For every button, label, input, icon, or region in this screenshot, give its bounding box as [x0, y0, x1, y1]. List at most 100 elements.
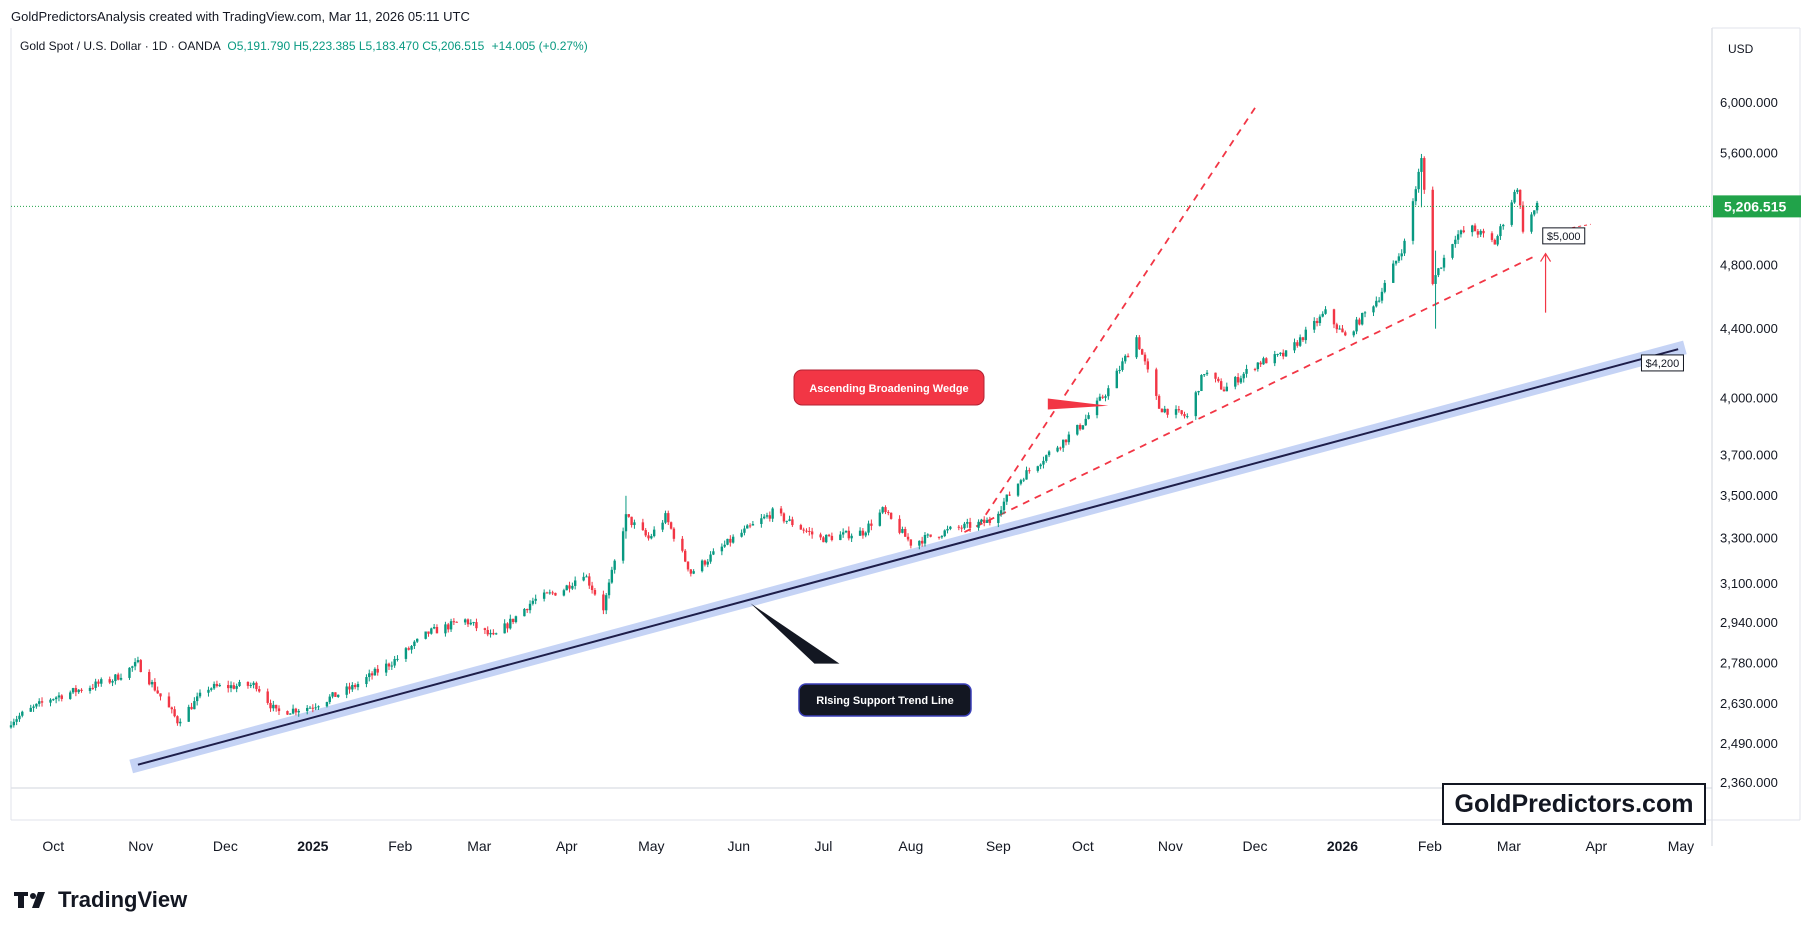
candles — [9, 153, 1539, 729]
candle-body — [413, 641, 416, 647]
x-tick-label: Mar — [1497, 838, 1521, 854]
wedge-lower-line[interactable] — [964, 254, 1538, 533]
candle-body — [1355, 319, 1358, 332]
candle-body — [605, 595, 608, 611]
candle-body — [528, 603, 532, 611]
candle-body — [1118, 369, 1121, 371]
candle-body — [1183, 414, 1186, 417]
candle-body — [1067, 434, 1071, 443]
candle-body — [91, 687, 95, 689]
candle-body — [861, 530, 865, 536]
candle-body — [176, 716, 179, 724]
candle-body — [830, 535, 834, 541]
candle-body — [627, 514, 630, 517]
candle-body — [308, 707, 312, 709]
candle-body — [1076, 424, 1079, 435]
candle-body — [193, 701, 196, 710]
price-label-box[interactable] — [1640, 354, 1684, 372]
candle-body — [889, 512, 893, 519]
candle-body — [1471, 225, 1474, 233]
candle-body — [1016, 483, 1020, 496]
candle-body — [782, 513, 786, 522]
candle-body — [723, 544, 726, 547]
support-callout-pointer — [750, 603, 840, 664]
wedge-callout-text: Ascending Broadening Wedge — [809, 383, 968, 395]
candle-body — [1490, 233, 1494, 240]
candle-body — [1521, 205, 1525, 232]
y-tick-label: 4,800.000 — [1720, 258, 1778, 273]
candle-body — [1039, 464, 1042, 467]
candle-body — [94, 681, 97, 688]
candle-body — [568, 585, 571, 589]
candle-body — [291, 708, 295, 714]
y-tick-label: 3,100.000 — [1720, 576, 1778, 591]
support-trend-line[interactable] — [137, 348, 1679, 766]
candle-body — [1372, 306, 1375, 313]
x-tick-label: Dec — [213, 838, 238, 854]
candle-body — [449, 621, 453, 630]
candle-body — [1155, 369, 1158, 396]
candle-body — [139, 660, 142, 673]
candle-body — [743, 528, 746, 533]
candle-body — [475, 622, 478, 629]
candle-body — [71, 688, 75, 693]
candle-body — [686, 561, 690, 570]
symbol-legend[interactable]: Gold Spot / U.S. Dollar · 1D · OANDA O5,… — [20, 39, 588, 53]
candle-body — [1420, 158, 1423, 172]
candle-body — [77, 689, 80, 693]
wedge-upper-line[interactable] — [977, 107, 1256, 527]
tradingview-logo[interactable]: TradingView — [14, 887, 187, 913]
candle-body — [210, 688, 213, 690]
candle-body — [212, 683, 216, 689]
candle-body — [74, 688, 78, 693]
wedge-callout[interactable] — [793, 369, 985, 406]
candle-body — [667, 513, 670, 523]
candle-body — [404, 648, 408, 659]
candle-body — [509, 618, 512, 629]
y-tick-label: 2,780.000 — [1720, 656, 1778, 671]
candle-body — [511, 618, 515, 623]
last-price-tag[interactable] — [1713, 195, 1801, 218]
y-tick-label: 2,490.000 — [1720, 736, 1778, 751]
candle-body — [494, 633, 498, 635]
symbol-name[interactable]: Gold Spot / U.S. Dollar · 1D · OANDA — [20, 39, 221, 53]
candle-body — [173, 709, 176, 717]
candle-body — [486, 629, 489, 635]
candle-body — [100, 679, 103, 684]
price-label-text: $5,000 — [1547, 231, 1581, 243]
candle-body — [1061, 439, 1065, 448]
candle-body — [1276, 353, 1279, 355]
candle-body — [153, 681, 157, 691]
candle-body — [1056, 447, 1059, 452]
candle-body — [565, 585, 568, 591]
candle-body — [1437, 268, 1440, 276]
candle-body — [681, 538, 684, 551]
x-tick-label: Mar — [467, 838, 491, 854]
candle-body — [1434, 275, 1437, 284]
candle-body — [968, 522, 972, 528]
candle-body — [97, 681, 100, 684]
candle-body — [506, 623, 509, 629]
candle-body — [751, 523, 755, 526]
price-label-box[interactable] — [1542, 227, 1586, 245]
candle-body — [847, 530, 851, 539]
candle-body — [624, 514, 628, 532]
candle-body — [1335, 324, 1339, 330]
x-tick-label: Sep — [986, 838, 1011, 854]
candle-body — [1186, 416, 1189, 418]
support-callout[interactable] — [798, 683, 972, 717]
candle-body — [274, 704, 278, 709]
candle-body — [1107, 388, 1110, 397]
candle-body — [80, 689, 83, 691]
x-tick-label: 2026 — [1327, 838, 1358, 854]
candle-body — [726, 538, 729, 545]
currency-label[interactable]: USD — [1728, 42, 1754, 56]
candle-body — [370, 673, 374, 676]
x-tick-label: Apr — [1585, 838, 1607, 854]
candle-body — [452, 621, 456, 623]
candle-body — [289, 713, 292, 715]
y-tick-label: 2,630.000 — [1720, 696, 1778, 711]
candle-body — [1194, 392, 1197, 417]
candle-body — [1197, 391, 1200, 393]
